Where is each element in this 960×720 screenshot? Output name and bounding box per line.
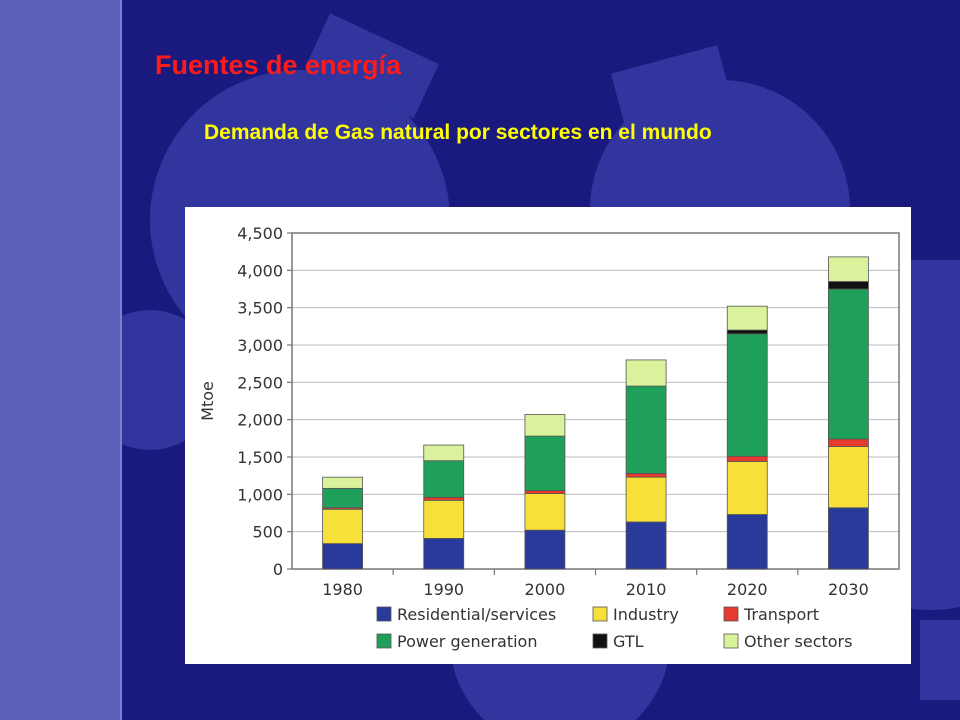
bar-segment [726,455,768,462]
bar-segment [726,333,768,457]
y-axis-title: Mtoe [198,381,217,421]
stacked-bar-chart: Mtoe 0 500 1,000 1,500 2,000 2,500 3,000 3,500 4… [198,224,900,651]
y-tick-label: 1,000 [237,485,283,504]
legend-label: GTL [613,632,644,651]
y-axis-label: Mtoe [198,381,217,421]
bar-segment [524,493,566,531]
y-tick-label: 2,500 [237,373,283,392]
y-tick-label: 500 [252,523,283,542]
y-tick-label: 0 [273,560,283,579]
y-tick-label: 3,000 [237,336,283,355]
bar-segment [524,435,566,492]
y-tick-label: 3,500 [237,299,283,318]
y-tick-label: 4,500 [237,224,283,243]
bar-segment [322,476,363,489]
legend-swatch [592,606,608,622]
x-tick-label: 2020 [727,580,768,599]
legend-swatch [376,633,392,649]
bar-segment [524,529,566,570]
bar-segment [423,499,465,539]
bar-segment [828,256,869,282]
gridlines [292,269,899,533]
bar-segment [625,473,667,478]
chart-panel: Mtoe 0 500 1,000 1,500 2,000 2,500 3,000 3,500 4… [185,207,911,664]
legend-label: Power generation [397,632,537,651]
bar-segment [322,543,363,570]
legend-label: Industry [613,605,679,624]
slide-title: Fuentes de energía [155,50,402,80]
x-tick-label: 2030 [828,580,869,599]
bar-segment [423,537,465,570]
bar-segment [625,521,667,570]
bar-segment [828,438,869,447]
bar-segment [828,507,869,570]
legend: Residential/services Industry Transport Pow… [376,605,852,651]
legend-label: Transport [743,605,819,624]
bar-segment [524,414,566,437]
bar-segment [625,359,667,387]
bar-segment [726,461,768,515]
x-tick-label: 2010 [626,580,667,599]
bar-segment [524,490,566,494]
x-axis-ticks: 1980 1990 2000 2010 2020 2030 [322,569,869,599]
bar-segment [423,444,465,462]
plot-frame [291,232,900,570]
bar-segment [828,281,869,290]
legend-swatch [723,633,739,649]
bar-segment [828,288,869,440]
slide-subtitle: Demanda de Gas natural por sectores en e… [204,121,712,144]
y-tick-label: 1,500 [237,448,283,467]
legend-label: Residential/services [397,605,556,624]
x-tick-label: 1990 [423,580,464,599]
bar-segment [726,305,768,331]
bar-segment [828,446,869,509]
legend-swatch [376,606,392,622]
bars [322,256,869,570]
gear-tooth [304,13,439,119]
y-tick-label: 4,000 [237,261,283,280]
bar-segment [423,460,465,498]
x-tick-label: 2000 [525,580,566,599]
bar-segment [322,508,363,545]
y-axis-ticks: 0 500 1,000 1,500 2,000 2,500 3,000 3,500 4,000 4… [237,224,292,579]
sidebar-band [0,0,120,720]
bar-segment [423,496,465,501]
bar-segment [726,514,768,570]
bar-segment [322,487,363,509]
x-tick-label: 1980 [322,580,363,599]
gear-tooth [920,620,960,700]
y-tick-label: 2,000 [237,411,283,430]
legend-label: Other sectors [744,632,852,651]
sidebar-divider [120,0,122,720]
bar-segment [625,385,667,474]
legend-swatch [723,606,739,622]
legend-swatch [592,633,608,649]
bar-segment [625,476,667,523]
gear-tooth [610,45,733,132]
bar-segment [726,329,768,335]
